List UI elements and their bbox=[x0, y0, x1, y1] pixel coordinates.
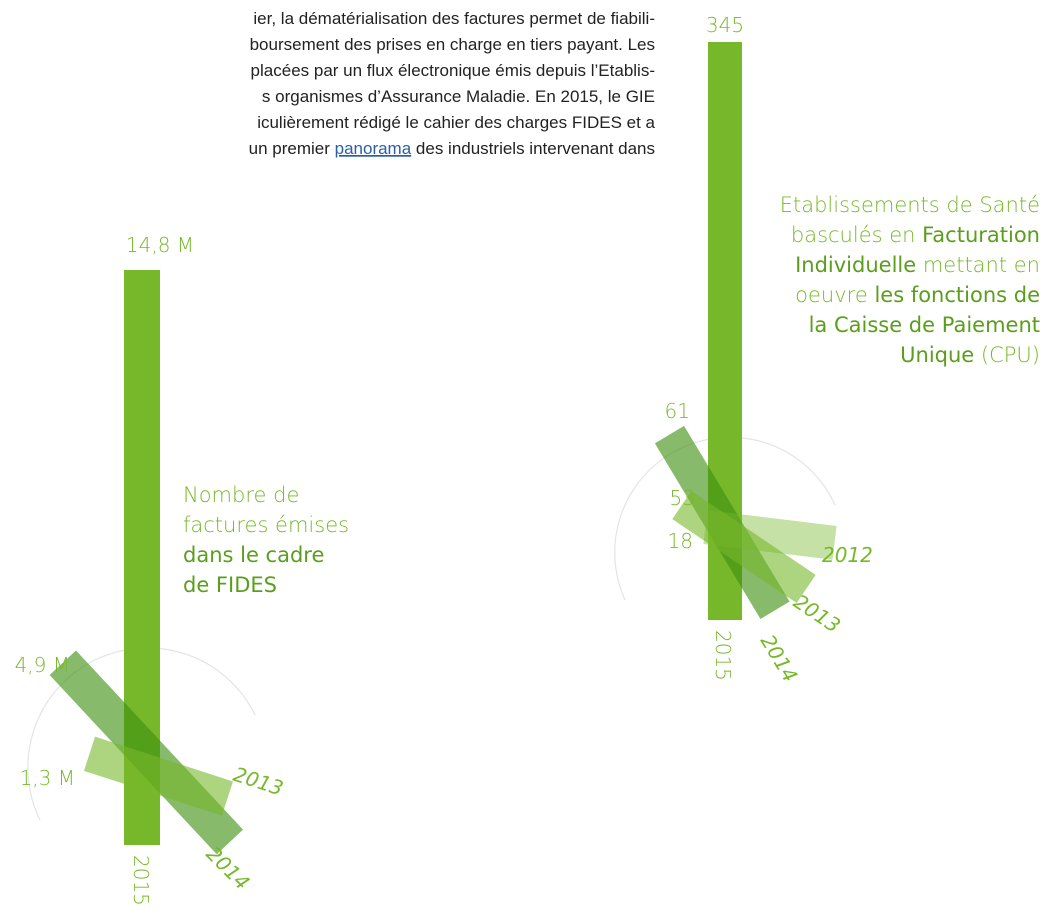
value-label: 4,9 M bbox=[15, 653, 70, 677]
caption-line: oeuvre les fonctions de bbox=[795, 283, 1040, 307]
paragraph-line: placées par un flux électronique émis de… bbox=[251, 61, 655, 80]
caption-segment: factures émises bbox=[183, 513, 349, 537]
year-label: 2013 bbox=[230, 762, 286, 801]
year-label: 2012 bbox=[822, 543, 873, 567]
value-label: 61 bbox=[665, 399, 690, 423]
caption-segment: (CPU) bbox=[974, 343, 1040, 367]
main-value: 14,8 M bbox=[126, 233, 194, 257]
caption-segment: les fonctions de bbox=[874, 283, 1040, 307]
caption-segment: Nombre de bbox=[183, 483, 299, 507]
paragraph-line: iculièrement rédigé le cahier des charge… bbox=[257, 113, 655, 132]
caption-segment: Facturation bbox=[922, 223, 1040, 247]
bar bbox=[672, 490, 816, 604]
link[interactable]: panorama bbox=[335, 139, 412, 158]
value-label: 18 bbox=[668, 529, 693, 553]
year-label: 2013 bbox=[789, 589, 845, 637]
caption-segment: Individuelle bbox=[795, 253, 916, 277]
caption-segment: basculés en bbox=[791, 223, 922, 247]
text: un premier bbox=[249, 139, 335, 158]
caption-line: basculés en Facturation bbox=[791, 223, 1040, 247]
main-year: 2015 bbox=[129, 855, 153, 906]
caption-line: dans le cadre bbox=[183, 543, 324, 567]
caption-segment: Unique bbox=[900, 343, 974, 367]
caption-line: factures émises bbox=[183, 513, 349, 537]
caption-segment: la Caisse de Paiement bbox=[809, 313, 1040, 337]
caption-line: Etablissements de Santé bbox=[780, 193, 1040, 217]
caption-segment: mettant en bbox=[916, 253, 1040, 277]
caption-line: Unique (CPU) bbox=[900, 343, 1040, 367]
arc bbox=[27, 647, 256, 821]
value-label: 1,3 M bbox=[20, 766, 75, 790]
year-label: 2014 bbox=[201, 842, 254, 895]
caption-segment: Etablissements de Santé bbox=[780, 193, 1040, 217]
bars-right bbox=[654, 42, 837, 620]
paragraph-line: ier, la dématérialisation des factures p… bbox=[253, 9, 655, 28]
main-value: 345 bbox=[706, 13, 744, 37]
caption-line: Individuelle mettant en bbox=[795, 253, 1040, 277]
text: des industriels intervenant dans bbox=[411, 139, 655, 158]
year-label: 2014 bbox=[756, 630, 803, 686]
caption-line: Nombre de bbox=[183, 483, 299, 507]
main-year: 2015 bbox=[711, 630, 735, 681]
bar bbox=[703, 510, 837, 560]
value-label: 53 bbox=[670, 486, 695, 510]
caption-line: de FIDES bbox=[183, 573, 277, 597]
caption-segment: oeuvre bbox=[795, 283, 874, 307]
caption-segment: dans le cadre bbox=[183, 543, 324, 567]
caption-line: la Caisse de Paiement bbox=[809, 313, 1040, 337]
paragraph-line: un premier panorama des industriels inte… bbox=[249, 139, 655, 158]
bar bbox=[83, 736, 233, 816]
paragraph-line: boursement des prises en charge en tiers… bbox=[250, 35, 655, 54]
caption-segment: de FIDES bbox=[183, 573, 277, 597]
bars-left bbox=[49, 270, 244, 855]
paragraph-line: s organismes d’Assurance Maladie. En 201… bbox=[262, 87, 655, 106]
